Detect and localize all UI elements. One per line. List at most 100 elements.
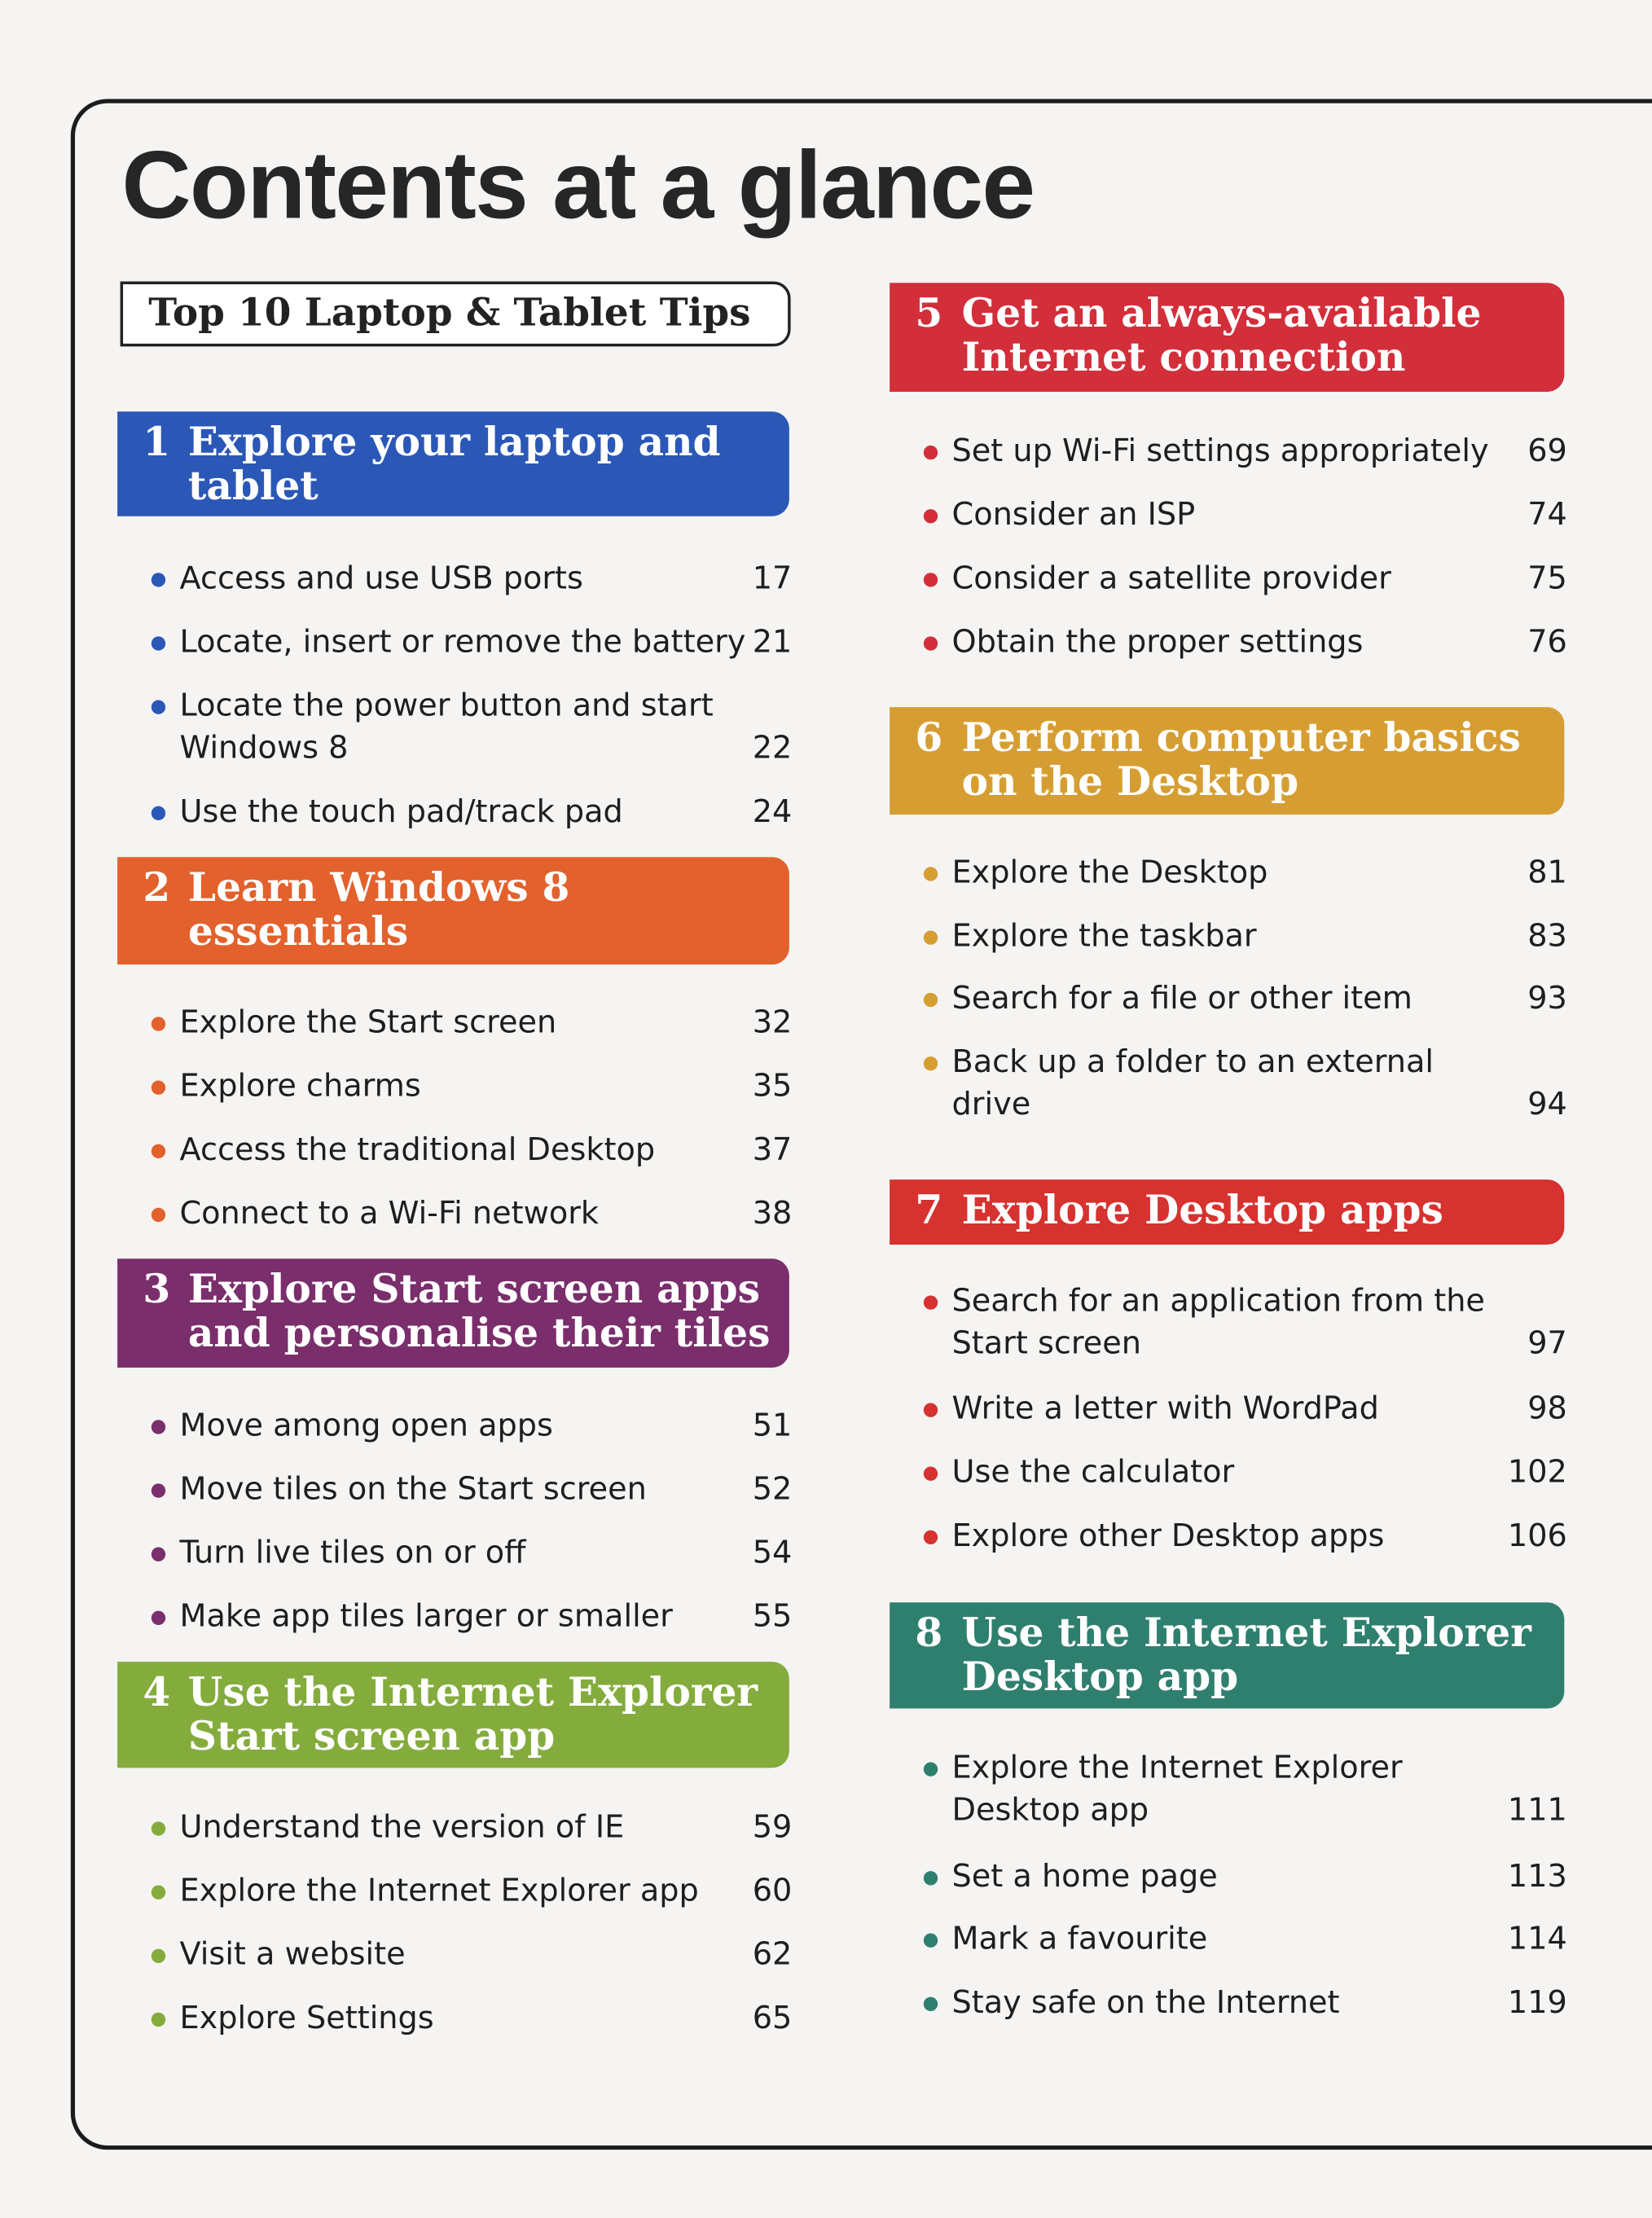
toc-entry[interactable]: Explore the Internet Explorer app 60 — [151, 1871, 793, 1913]
toc-entry[interactable]: Back up a folder to an external drive 94 — [923, 1043, 1567, 1127]
entry-label: Write a letter with WordPad — [951, 1391, 1379, 1427]
section-title: Explore your laptop and tablet — [187, 418, 721, 510]
page-number: 93 — [1527, 981, 1567, 1017]
toc-entry[interactable]: Search for an application from the Start… — [923, 1281, 1567, 1366]
toc-entry[interactable]: Connect to a Wi-Fi network 38 — [151, 1193, 792, 1236]
toc-entry[interactable]: Access the traditional Desktop 37 — [151, 1130, 792, 1172]
page-number: 102 — [1507, 1455, 1567, 1491]
toc-entry[interactable]: Visit a website 62 — [151, 1935, 792, 1977]
section-header-8: 8 Use the Internet Explorer Desktop app — [890, 1602, 1565, 1709]
entry-label: Turn live tiles on or off — [179, 1535, 526, 1572]
entry-label: Locate, insert or remove the battery — [179, 625, 746, 661]
toc-entry[interactable]: Locate, insert or remove the battery 21 — [151, 622, 793, 665]
section-number: 2 — [143, 863, 171, 911]
page-number: 69 — [1527, 434, 1567, 470]
page-number: 111 — [1507, 1793, 1567, 1829]
bullet-icon — [923, 445, 938, 460]
section-header-6: 6 Perform computer basics on the Desktop — [890, 707, 1565, 815]
toc-entry[interactable]: Set a home page 113 — [923, 1857, 1567, 1900]
bullet-icon — [923, 1871, 938, 1886]
entry-label: Use the touch pad/track pad — [179, 794, 623, 831]
entry-label: Obtain the proper settings — [951, 625, 1364, 661]
entry-label: Explore the Internet Explorer Desktop ap… — [951, 1750, 1403, 1829]
entry-label: Move tiles on the Start screen — [179, 1472, 647, 1508]
entry-label: Back up a folder to an external drive — [951, 1045, 1435, 1123]
page-number: 83 — [1527, 919, 1567, 955]
toc-entry[interactable]: Set up Wi-Fi settings appropriately 69 — [923, 432, 1567, 474]
page-number: 24 — [752, 794, 793, 831]
page-number: 94 — [1527, 1087, 1567, 1123]
bullet-icon — [923, 1466, 938, 1481]
toc-entry[interactable]: Understand the version of IE 59 — [151, 1807, 793, 1850]
page-number: 51 — [752, 1408, 793, 1444]
top10-label: Top 10 Laptop & Tablet Tips — [148, 291, 751, 336]
bullet-icon — [923, 1403, 938, 1417]
bullet-icon — [923, 1295, 938, 1310]
toc-entry[interactable]: Explore other Desktop apps 106 — [923, 1516, 1567, 1558]
toc-entry[interactable]: Consider a satellite provider 75 — [923, 559, 1567, 601]
bullet-icon — [151, 2012, 166, 2027]
entry-label: Mark a favourite — [951, 1922, 1208, 1958]
toc-entry[interactable]: Search for a file or other item 93 — [923, 979, 1567, 1021]
page-title: Contents at a glance — [121, 131, 1035, 239]
toc-entry[interactable]: Obtain the proper settings 76 — [923, 622, 1567, 665]
bullet-icon — [151, 1948, 166, 1963]
toc-entry[interactable]: Move among open apps 51 — [151, 1406, 793, 1448]
entry-label: Stay safe on the Internet — [951, 1985, 1340, 2022]
page-number: 81 — [1527, 855, 1567, 891]
entry-label: Consider an ISP — [951, 498, 1196, 534]
bullet-icon — [923, 636, 938, 651]
entry-label: Set a home page — [951, 1860, 1218, 1895]
section-number: 3 — [143, 1265, 171, 1313]
section-number: 4 — [143, 1668, 171, 1716]
page-number: 59 — [752, 1810, 793, 1846]
entry-label: Consider a satellite provider — [951, 561, 1391, 597]
page-number: 113 — [1507, 1860, 1567, 1895]
section-title: Explore Desktop apps — [961, 1186, 1443, 1234]
toc-entry[interactable]: Use the touch pad/track pad 24 — [151, 792, 793, 834]
bullet-icon — [923, 1530, 938, 1545]
toc-entry[interactable]: Explore charms 35 — [151, 1066, 792, 1109]
bullet-icon — [151, 1821, 166, 1836]
toc-entry[interactable]: Access and use USB ports 17 — [151, 559, 792, 601]
page-number: 55 — [752, 1599, 793, 1636]
section-number: 7 — [915, 1186, 943, 1234]
toc-entry[interactable]: Mark a favourite 114 — [923, 1919, 1567, 1961]
page-number: 65 — [752, 2001, 793, 2037]
entry-label: Visit a website — [179, 1937, 406, 1974]
page-number: 52 — [752, 1472, 793, 1508]
section-header-5: 5 Get an always-available Internet connec… — [890, 283, 1565, 392]
toc-entry[interactable]: Explore the taskbar 83 — [923, 916, 1567, 959]
entry-label: Move among open apps — [179, 1408, 553, 1444]
bullet-icon — [923, 1056, 938, 1071]
top10-banner: Top 10 Laptop & Tablet Tips — [120, 281, 791, 347]
section-title: Perform computer basics on the Desktop — [961, 714, 1521, 805]
page-number: 21 — [752, 625, 793, 661]
toc-entry[interactable]: Consider an ISP 74 — [923, 495, 1567, 538]
toc-entry[interactable]: Use the calculator 102 — [923, 1452, 1567, 1495]
toc-entry[interactable]: Turn live tiles on or off 54 — [151, 1533, 792, 1575]
toc-entry[interactable]: Explore the Start screen 32 — [151, 1003, 792, 1045]
page-number: 60 — [752, 1873, 793, 1910]
section-number: 6 — [915, 714, 943, 762]
toc-entry[interactable]: Write a letter with WordPad 98 — [923, 1389, 1567, 1431]
entry-label: Search for an application from the Start… — [951, 1284, 1485, 1363]
bullet-icon — [151, 1420, 166, 1434]
toc-entry[interactable]: Explore Settings 65 — [151, 1998, 793, 2040]
toc-entry[interactable]: Move tiles on the Start screen 52 — [151, 1469, 793, 1512]
bullet-icon — [151, 1017, 166, 1031]
toc-entry[interactable]: Explore the Internet Explorer Desktop ap… — [923, 1748, 1567, 1833]
toc-entry[interactable]: Locate the power button and start Window… — [151, 686, 792, 771]
section-header-7: 7 Explore Desktop apps — [890, 1179, 1565, 1245]
bullet-icon — [151, 1483, 166, 1498]
bullet-icon — [151, 806, 166, 821]
entry-label: Explore the Start screen — [179, 1005, 557, 1041]
entry-label: Understand the version of IE — [179, 1810, 625, 1846]
bullet-icon — [151, 1547, 166, 1561]
toc-entry[interactable]: Make app tiles larger or smaller 55 — [151, 1597, 793, 1639]
toc-entry[interactable]: Stay safe on the Internet 119 — [923, 1983, 1567, 2025]
entry-label: Explore the Internet Explorer app — [179, 1873, 699, 1910]
toc-entry[interactable]: Explore the Desktop 81 — [923, 853, 1567, 895]
page-number: 75 — [1527, 561, 1567, 597]
